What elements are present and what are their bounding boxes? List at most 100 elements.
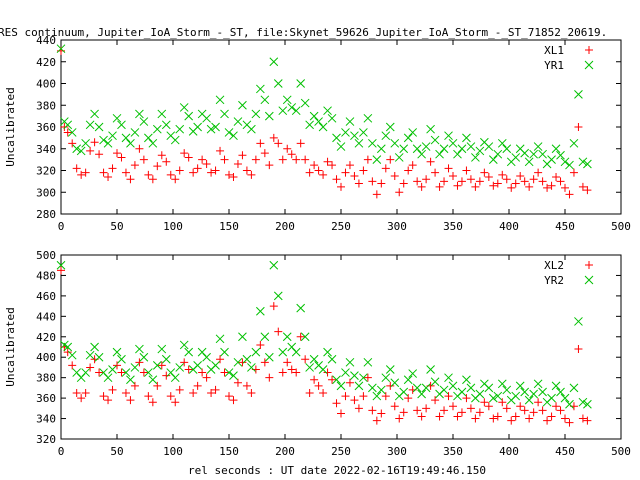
data-point: [144, 392, 153, 401]
data-point: [430, 135, 440, 145]
data-point: [341, 128, 350, 137]
data-point: [327, 354, 337, 364]
data-point: [569, 383, 579, 393]
data-point: [417, 412, 426, 421]
data-point: [529, 408, 538, 417]
data-point: [449, 171, 457, 180]
data-point: [426, 157, 435, 166]
data-point: [502, 385, 512, 395]
data-point: [516, 402, 525, 411]
x-tick-label: 150: [219, 220, 239, 233]
data-point: [260, 95, 270, 105]
data-point: [207, 168, 216, 177]
data-point: [148, 138, 158, 148]
data-point: [256, 306, 265, 316]
data-point: [301, 155, 310, 164]
data-point: [422, 175, 431, 184]
data-point: [332, 175, 341, 184]
data-point: [412, 144, 422, 154]
data-point: [439, 144, 449, 154]
x-tick-label: 200: [275, 445, 295, 458]
data-point: [305, 389, 314, 397]
data-point: [417, 182, 426, 191]
y-tick-label: 360: [36, 121, 56, 134]
data-point: [497, 138, 507, 148]
data-point: [345, 161, 354, 170]
data-point: [440, 406, 449, 415]
data-point: [189, 168, 198, 177]
data-point: [126, 175, 135, 184]
data-point: [583, 159, 592, 169]
data-point: [529, 175, 538, 184]
data-point: [345, 378, 354, 387]
data-point: [354, 138, 364, 148]
data-point: [475, 389, 485, 399]
data-point: [561, 414, 569, 423]
data-point: [520, 406, 529, 415]
data-point: [99, 392, 108, 401]
data-point: [561, 183, 569, 192]
data-point: [408, 369, 418, 378]
data-point: [332, 399, 341, 408]
data-point: [269, 302, 278, 311]
data-point: [435, 412, 444, 421]
data-point: [377, 179, 386, 188]
data-point: [166, 392, 175, 401]
data-point: [390, 138, 400, 148]
data-point: [395, 414, 404, 423]
data-point: [139, 352, 149, 362]
data-point: [323, 368, 332, 377]
data-point: [552, 173, 561, 182]
x-tick-label: 500: [611, 220, 631, 233]
data-point: [525, 182, 534, 191]
y-tick-label: 300: [36, 186, 56, 199]
data-point: [179, 103, 189, 112]
x-tick-label: 350: [443, 445, 463, 458]
data-point: [381, 164, 390, 173]
data-point: [81, 368, 90, 377]
data-point: [511, 412, 520, 421]
data-point: [94, 352, 104, 362]
data-point: [574, 317, 583, 326]
data-point: [574, 90, 583, 99]
data-point: [498, 398, 507, 407]
data-point: [372, 190, 381, 199]
data-point: [525, 414, 534, 423]
data-point: [148, 375, 158, 385]
data-point: [471, 153, 480, 162]
data-point: [578, 414, 587, 423]
data-point: [94, 122, 104, 132]
data-point: [81, 138, 90, 148]
data-point: [144, 368, 153, 377]
data-point: [583, 416, 592, 425]
y-tick-label: 400: [36, 78, 56, 91]
data-point: [153, 381, 162, 390]
data-point: [399, 387, 409, 397]
data-point: [578, 397, 588, 407]
data-point: [67, 128, 77, 137]
data-point: [238, 100, 247, 110]
data-point: [67, 350, 77, 360]
data-point: [216, 146, 225, 155]
data-point: [359, 166, 368, 175]
data-point: [162, 157, 171, 166]
data-point: [408, 161, 417, 170]
data-point: [421, 383, 431, 393]
data-point: [319, 389, 328, 397]
data-point: [157, 361, 166, 370]
data-point: [403, 133, 413, 143]
data-point: [376, 385, 386, 395]
data-point: [86, 363, 95, 372]
data-point: [296, 79, 306, 88]
data-point: [282, 95, 292, 105]
plot-top: 0 50 100 150 200 250 300 350 400 450 500 280 300 320 3…: [4, 34, 631, 233]
data-point: [291, 106, 301, 116]
data-point: [216, 355, 225, 364]
data-point: [511, 153, 521, 162]
data-point: [457, 177, 466, 186]
data-point: [247, 124, 256, 134]
data-point: [381, 131, 391, 141]
data-point: [233, 378, 242, 387]
data-point: [534, 398, 543, 407]
